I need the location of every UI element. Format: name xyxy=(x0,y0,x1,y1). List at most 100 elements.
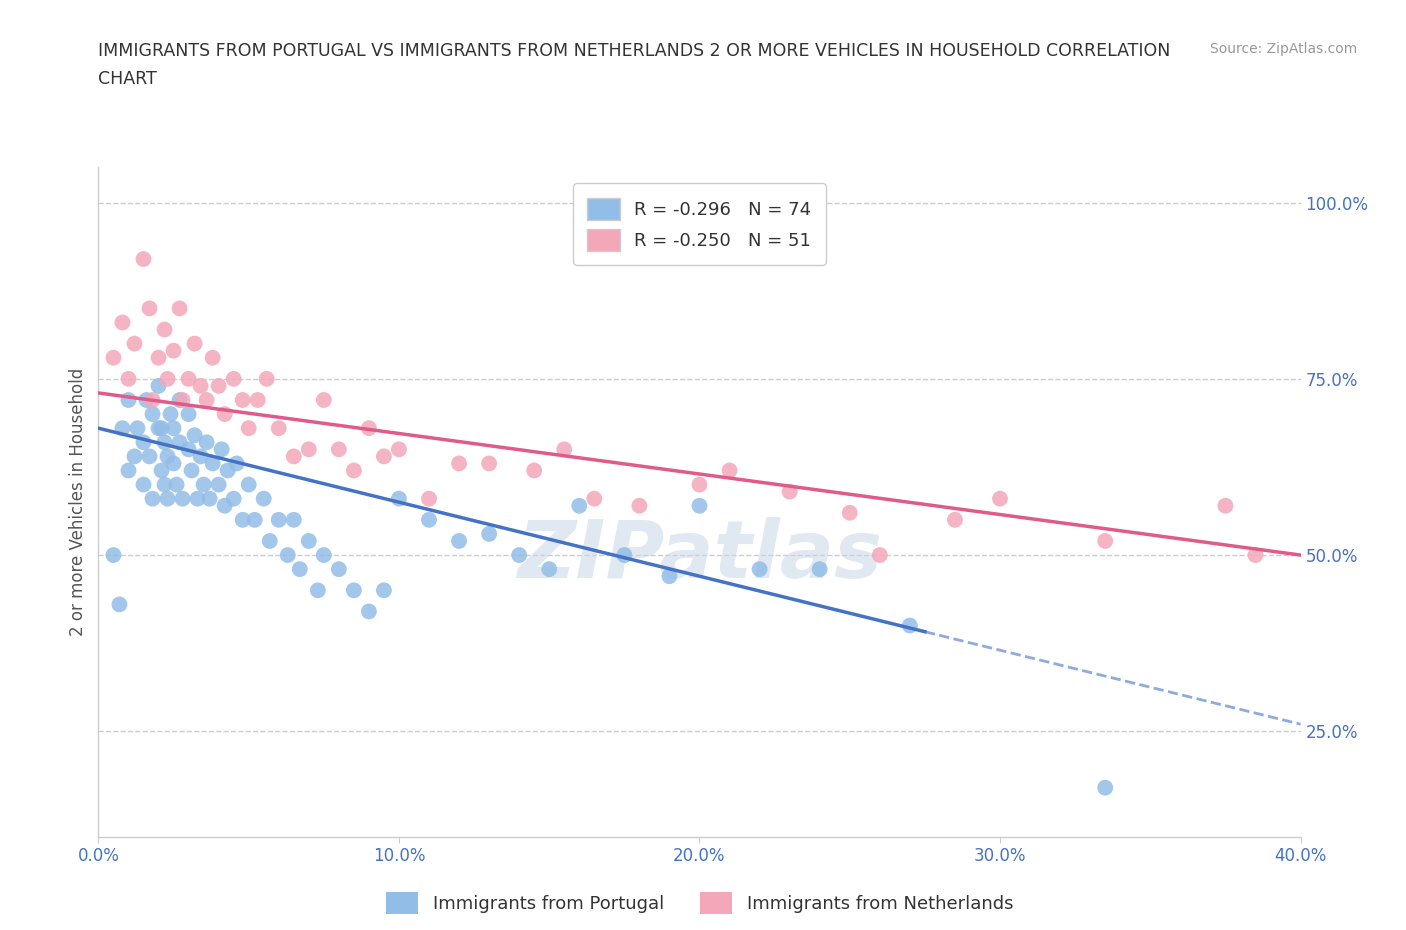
Point xyxy=(169,435,191,450)
Point xyxy=(141,491,163,506)
Text: ZIPatlas: ZIPatlas xyxy=(517,517,882,595)
Point xyxy=(190,379,212,393)
Point xyxy=(172,392,194,407)
Point xyxy=(222,371,245,386)
Point xyxy=(166,477,188,492)
Point xyxy=(127,420,149,435)
Point xyxy=(1094,780,1116,795)
Point xyxy=(177,442,200,457)
Point xyxy=(111,420,134,435)
Point xyxy=(148,379,170,393)
Point xyxy=(418,491,440,506)
Point xyxy=(238,420,260,435)
Point xyxy=(208,379,231,393)
Point xyxy=(187,491,209,506)
Point xyxy=(172,491,194,506)
Point xyxy=(132,435,155,450)
Point xyxy=(156,371,179,386)
Point xyxy=(162,343,184,358)
Point xyxy=(277,548,299,563)
Point xyxy=(177,406,200,421)
Point xyxy=(232,392,254,407)
Point xyxy=(162,456,184,471)
Point xyxy=(447,534,470,549)
Point xyxy=(214,406,236,421)
Point xyxy=(288,562,311,577)
Point xyxy=(553,442,575,457)
Point xyxy=(373,449,395,464)
Point xyxy=(156,449,179,464)
Point xyxy=(988,491,1011,506)
Text: Source: ZipAtlas.com: Source: ZipAtlas.com xyxy=(1209,42,1357,56)
Point xyxy=(208,477,231,492)
Point xyxy=(153,435,176,450)
Point xyxy=(388,442,411,457)
Point xyxy=(217,463,239,478)
Point xyxy=(124,336,146,351)
Point xyxy=(1094,534,1116,549)
Point xyxy=(193,477,215,492)
Point xyxy=(138,449,160,464)
Point xyxy=(103,351,125,365)
Point xyxy=(111,315,134,330)
Point xyxy=(538,562,561,577)
Point xyxy=(150,463,173,478)
Point xyxy=(447,456,470,471)
Point xyxy=(183,336,205,351)
Point xyxy=(148,420,170,435)
Point xyxy=(132,252,155,267)
Point xyxy=(214,498,236,513)
Point xyxy=(298,442,321,457)
Point xyxy=(312,392,335,407)
Point xyxy=(869,548,891,563)
Point xyxy=(238,477,260,492)
Point xyxy=(222,491,245,506)
Point xyxy=(232,512,254,527)
Point xyxy=(583,491,606,506)
Point xyxy=(183,428,205,443)
Point xyxy=(201,351,224,365)
Point xyxy=(328,442,350,457)
Point xyxy=(259,534,281,549)
Point xyxy=(478,526,501,541)
Point xyxy=(159,406,181,421)
Point xyxy=(169,392,191,407)
Legend: Immigrants from Portugal, Immigrants from Netherlands: Immigrants from Portugal, Immigrants fro… xyxy=(378,885,1021,922)
Point xyxy=(135,392,157,407)
Text: CHART: CHART xyxy=(98,70,157,87)
Text: IMMIGRANTS FROM PORTUGAL VS IMMIGRANTS FROM NETHERLANDS 2 OR MORE VEHICLES IN HO: IMMIGRANTS FROM PORTUGAL VS IMMIGRANTS F… xyxy=(98,42,1171,60)
Point xyxy=(943,512,966,527)
Point xyxy=(478,456,501,471)
Point xyxy=(283,449,305,464)
Point xyxy=(689,498,711,513)
Point xyxy=(190,449,212,464)
Point xyxy=(748,562,770,577)
Point xyxy=(225,456,247,471)
Point xyxy=(198,491,221,506)
Point xyxy=(808,562,831,577)
Point xyxy=(195,435,218,450)
Point xyxy=(283,512,305,527)
Point xyxy=(568,498,591,513)
Point xyxy=(267,420,290,435)
Point xyxy=(148,351,170,365)
Point xyxy=(246,392,269,407)
Point xyxy=(718,463,741,478)
Point xyxy=(243,512,266,527)
Point xyxy=(357,604,380,618)
Point xyxy=(898,618,921,633)
Point xyxy=(838,505,860,520)
Point xyxy=(298,534,321,549)
Point xyxy=(150,420,173,435)
Point xyxy=(108,597,131,612)
Point xyxy=(779,485,801,499)
Point xyxy=(177,371,200,386)
Point xyxy=(180,463,202,478)
Point xyxy=(195,392,218,407)
Point xyxy=(343,583,366,598)
Point xyxy=(418,512,440,527)
Point xyxy=(267,512,290,527)
Point xyxy=(508,548,530,563)
Point xyxy=(628,498,651,513)
Point xyxy=(388,491,411,506)
